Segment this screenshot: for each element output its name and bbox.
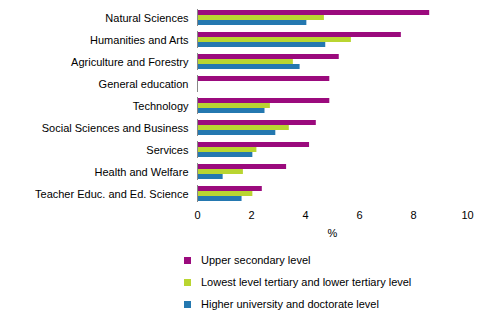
svg-text:Technology: Technology: [133, 100, 189, 112]
svg-text:Services: Services: [146, 144, 189, 156]
html-text:Higher university and doctorat: Higher university and doctorate level: [201, 298, 379, 310]
svg-text:%: %: [328, 227, 338, 239]
svg-text:Humanities and Arts: Humanities and Arts: [90, 34, 189, 46]
html-text:Upper secondary level: Upper secondary level: [201, 254, 311, 266]
svg-text:Health and Welfare: Health and Welfare: [95, 166, 189, 178]
svg-text:8: 8: [410, 209, 416, 221]
svg-text:Agriculture and Forestry: Agriculture and Forestry: [71, 56, 189, 68]
svg-text:Social Sciences and Business: Social Sciences and Business: [42, 122, 189, 134]
svg-text:Natural Sciences: Natural Sciences: [105, 12, 189, 24]
svg-text:2: 2: [248, 209, 254, 221]
html-text:Lowest level tertiary and lowe: Lowest level tertiary and lower tertiary…: [201, 276, 412, 288]
svg-text:10: 10: [461, 209, 473, 221]
svg-text:Teacher Educ. and Ed. Science: Teacher Educ. and Ed. Science: [35, 188, 188, 200]
svg-text:General education: General education: [99, 78, 189, 90]
svg-text:0: 0: [194, 209, 200, 221]
svg-text:6: 6: [356, 209, 362, 221]
svg-text:4: 4: [302, 209, 308, 221]
